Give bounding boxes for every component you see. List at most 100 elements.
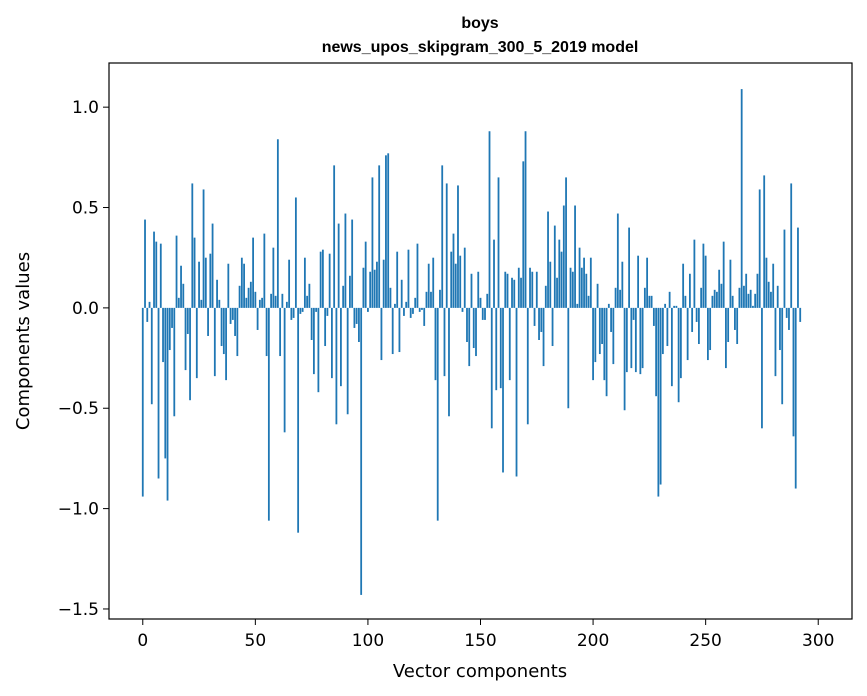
bar (472, 307, 475, 349)
bar (443, 307, 446, 377)
bar (675, 305, 678, 308)
bar (747, 293, 750, 308)
bar (616, 213, 619, 308)
bar (607, 303, 610, 308)
bar (252, 237, 254, 308)
bar (709, 307, 712, 351)
bar (376, 261, 378, 308)
bar (490, 307, 493, 429)
bar (592, 307, 594, 381)
bar (623, 307, 626, 411)
bar (630, 307, 633, 369)
bar (610, 307, 612, 332)
bar (204, 257, 207, 308)
bar (493, 239, 495, 308)
bar (216, 279, 218, 308)
bar (373, 269, 376, 308)
bar (229, 307, 232, 324)
bar (553, 225, 556, 308)
bar (578, 247, 581, 308)
bar (162, 307, 164, 363)
bar (247, 287, 250, 308)
bar (256, 307, 259, 330)
bar (281, 293, 284, 308)
bar (236, 307, 239, 357)
bar (272, 247, 275, 308)
bar (319, 251, 322, 308)
bar (308, 283, 311, 308)
bar (743, 285, 745, 308)
bar (207, 307, 209, 336)
bar (175, 235, 178, 308)
bar (290, 307, 293, 320)
bar (797, 227, 799, 308)
bar (625, 307, 628, 373)
bar (218, 299, 221, 308)
bar (387, 153, 390, 308)
bar (598, 307, 601, 355)
bar (423, 307, 426, 326)
bar (574, 205, 576, 308)
bar (153, 231, 155, 308)
bar (558, 239, 561, 308)
bar (497, 177, 500, 308)
bar (418, 307, 421, 312)
bar (673, 305, 676, 308)
bar (148, 301, 151, 308)
bar (738, 287, 741, 308)
bar (358, 307, 360, 342)
bar (227, 263, 230, 308)
bar (448, 307, 450, 417)
bar (191, 183, 194, 308)
bar (270, 293, 273, 308)
bar (198, 261, 200, 308)
bar (698, 307, 700, 345)
bar (342, 285, 345, 308)
bar (594, 307, 597, 363)
bar (524, 131, 527, 308)
bar (484, 307, 486, 320)
bar (612, 307, 615, 365)
bar (283, 307, 286, 433)
bar (722, 241, 725, 308)
bar (756, 273, 759, 308)
bar (729, 259, 732, 308)
bar (463, 247, 466, 308)
bar (396, 251, 399, 308)
bar (605, 307, 608, 397)
bar (646, 257, 649, 308)
bar (790, 183, 793, 308)
bar (538, 307, 540, 340)
bar (279, 307, 282, 357)
bar (294, 197, 297, 308)
bar (693, 239, 696, 308)
bar (261, 297, 263, 308)
x-tick-label: 250 (689, 631, 721, 651)
bar (495, 307, 498, 391)
bar (164, 307, 167, 459)
bar (403, 307, 405, 316)
bar (193, 237, 196, 308)
bar (263, 233, 266, 308)
bar (326, 307, 329, 316)
bar (344, 213, 347, 308)
bar (168, 307, 171, 351)
bar (585, 273, 588, 308)
bar (317, 307, 320, 393)
bar (589, 257, 592, 308)
bar (385, 155, 387, 308)
bar (434, 307, 437, 381)
bar (380, 307, 383, 361)
y-tick-label: 0.5 (72, 199, 99, 219)
bar (240, 257, 243, 308)
bar (398, 307, 401, 353)
bar (331, 307, 333, 379)
bar (337, 223, 340, 308)
bar (641, 307, 644, 369)
bar (364, 241, 367, 308)
bar (238, 285, 241, 308)
chart-title: boys (461, 15, 498, 32)
bar (794, 307, 797, 489)
bar (531, 271, 534, 308)
bar (288, 259, 291, 308)
